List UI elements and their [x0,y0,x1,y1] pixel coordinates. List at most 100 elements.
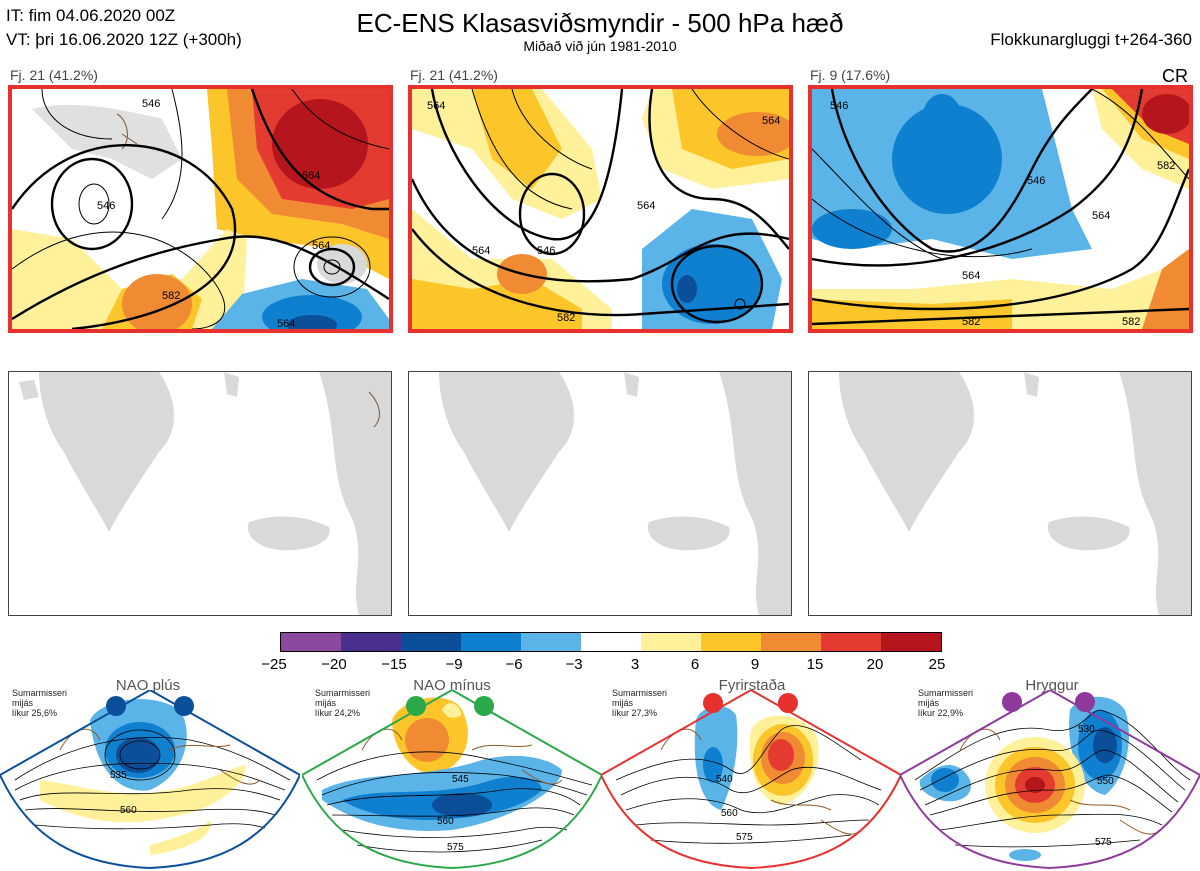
regime-4-info-line: mijás [918,698,940,708]
colorbar-segment [401,633,461,651]
regime-3-info-line: líkur 27,3% [612,708,658,718]
header-info: IT: fim 04.06.2020 00Z VT: þri 16.06.202… [6,4,242,52]
regime-4-contour-label: 550 [1097,776,1114,787]
regime-map-1[interactable]: 535 560 [0,690,300,871]
cluster-3-contour-label: 582 [1157,160,1175,172]
cluster-2-contour-label: 546 [537,245,555,257]
cluster-3-contour-label: 546 [1027,175,1045,187]
regime-1-info-line: líkur 25,6% [12,708,58,718]
cluster-1-label: Fj. 21 (41.2%) [10,67,98,83]
colorbar-segment [461,633,521,651]
regime-2-info-line: Sumarmisseri [315,688,371,698]
colorbar-segment [761,633,821,651]
regime-2-dot-left [406,696,426,716]
empty-map-2[interactable] [408,371,792,616]
regime-2-title: NAO mínus [413,677,491,694]
regime-4-contour-label: 575 [1095,837,1112,848]
regime-2-info: Sumarmisseri mijás líkur 24,2% [315,688,370,718]
page-subtitle: Miðað við jún 1981-2010 [523,38,677,54]
regime-3-title: Fyrirstaða [718,677,786,694]
colorbar-segment [881,633,941,651]
regime-1-title: NAO plús [115,677,181,694]
cluster-map-3[interactable]: 546 546 564 582 564 582 582 [808,85,1193,333]
valid-time: VT: þri 16.06.2020 12Z (+300h) [6,30,242,49]
cluster-3-contour-label: 564 [962,270,980,282]
cluster-3-contour-label: 582 [1122,316,1140,328]
regime-3-contour-label: 575 [736,832,753,843]
colorbar-tick: −6 [505,656,523,673]
cluster-1-contour-label: 546 [142,98,160,110]
regime-1-info-line: Sumarmisseri [12,688,68,698]
colorbar-tick: 15 [806,656,824,673]
colorbar-tick: 20 [866,656,884,673]
regime-1-info: Sumarmisseri mijás líkur 25,6% [12,688,67,718]
regime-3-info-line: mijás [612,698,634,708]
regime-4-dot-left [1002,692,1022,712]
regime-2-contour-label: 575 [447,842,464,853]
colorbar-segment [581,633,641,651]
cluster-2-contour-label: 582 [557,312,575,324]
colorbar [280,632,942,652]
regime-2-contour-label: 560 [437,816,454,827]
cluster-3-contour-label: 582 [962,316,980,328]
cluster-map-2[interactable]: 564 546 564 582 564 564 [408,85,793,333]
colorbar-tick: 25 [928,656,946,673]
colorbar-segment [521,633,581,651]
colorbar-tick: −3 [565,656,583,673]
cluster-2-contour-label: 564 [637,200,655,212]
cluster-3-contour-label: 546 [830,100,848,112]
regime-map-2[interactable]: 545 560 575 [302,690,602,871]
colorbar-tick: −9 [445,656,463,673]
classification-window: Flokkunargluggi t+264-360 [990,30,1192,49]
empty-map-3[interactable] [808,371,1192,616]
cluster-1-contour-label: 546 [97,200,115,212]
colorbar-tick: −15 [381,656,407,673]
initial-time: IT: fim 04.06.2020 00Z [6,6,176,25]
regime-2-contour-label: 545 [452,774,469,785]
cluster-1-contour-label: 564 [277,318,295,329]
regime-map-4[interactable]: 530 550 575 [900,690,1200,871]
cluster-2-contour-label: 564 [762,115,780,127]
regime-3-info-line: Sumarmisseri [612,688,668,698]
regime-3-contour-label: 560 [721,808,738,819]
cluster-map-1[interactable]: 546 564 582 564 546 564 [8,85,393,333]
regime-2-dot-right [474,696,494,716]
regime-1-contour-label: 560 [120,805,137,816]
regime-3-info: Sumarmisseri mijás líkur 27,3% [612,688,667,718]
cluster-2-contour-label: 564 [427,100,445,112]
cluster-1-contour-label: 582 [162,290,180,302]
colorbar-tick: 3 [630,656,640,673]
colorbar-tick: 6 [690,656,700,673]
cluster-1-contour-label: 564 [312,240,330,252]
cluster-2-label: Fj. 21 (41.2%) [410,67,498,83]
empty-map-1[interactable] [8,371,392,616]
regime-2-info-line: mijás [315,698,337,708]
colorbar-segment [641,633,701,651]
colorbar-segment [341,633,401,651]
page-title: EC-ENS Klasasviðsmyndir - 500 hPa hæð [356,8,844,38]
cr-label: CR [1162,66,1188,86]
regime-1-dot-right [174,696,194,716]
regime-2-info-line: líkur 24,2% [315,708,361,718]
regime-3-contour-label: 540 [716,774,733,785]
regime-3-dot-right [778,693,798,713]
colorbar-segment [281,633,341,651]
regime-1-contour-label: 535 [110,770,127,781]
cluster-3-contour-label: 564 [1092,210,1110,222]
colorbar-segment [821,633,881,651]
colorbar-tick: 9 [750,656,760,673]
colorbar-tick: −20 [321,656,347,673]
regime-4-info-line: líkur 22,9% [918,708,964,718]
regime-1-dot-left [106,696,126,716]
regime-4-contour-label: 530 [1078,724,1095,735]
regime-1-info-line: mijás [12,698,34,708]
cluster-2-contour-label: 564 [472,245,490,257]
regime-4-info: Sumarmisseri mijás líkur 22,9% [918,688,973,718]
regime-4-dot-right [1075,692,1095,712]
regime-map-3[interactable]: 540 560 575 [601,690,901,871]
cluster-3-label: Fj. 9 (17.6%) [810,67,891,83]
colorbar-tick: −25 [261,656,287,673]
regime-4-info-line: Sumarmisseri [918,688,974,698]
colorbar-segment [701,633,761,651]
regime-3-dot-left [703,693,723,713]
